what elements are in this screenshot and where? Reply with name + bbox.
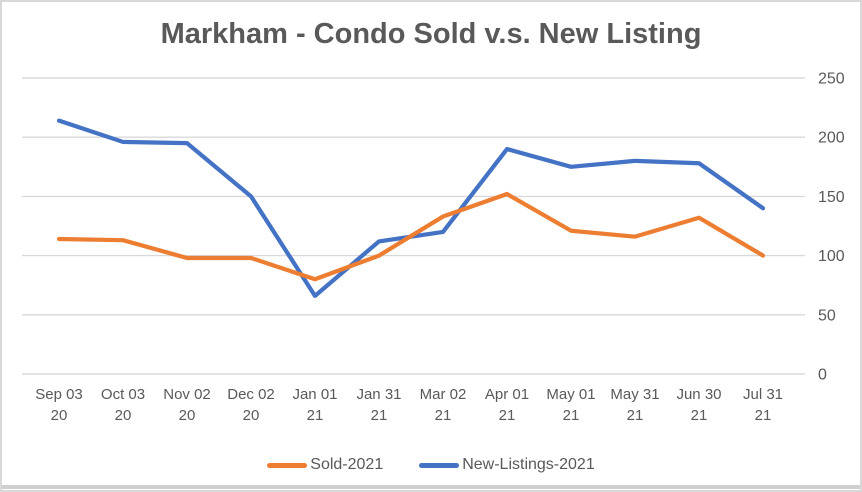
chart-frame-bottom-edge — [2, 485, 860, 489]
x-axis-tick-label-year: 20 — [243, 407, 260, 424]
y-axis-tick-label: 50 — [818, 307, 836, 324]
legend-item-new-listings: New-Listings-2021 — [419, 456, 595, 474]
new-listings-series-swatch-icon — [419, 462, 460, 468]
sold-series-swatch-icon — [267, 462, 308, 468]
x-axis-tick-label-year: 20 — [179, 407, 196, 424]
x-axis-tick-label: Nov 02 — [163, 386, 211, 403]
x-axis-tick-label-year: 20 — [51, 407, 68, 424]
y-axis-tick-label: 0 — [818, 367, 827, 384]
x-axis-tick-label: May 01 — [546, 386, 595, 403]
x-axis-tick-label: Apr 01 — [485, 386, 529, 403]
x-axis-tick-label: Jun 30 — [676, 386, 721, 403]
x-axis-tick-label: Mar 02 — [420, 386, 467, 403]
x-axis-tick-label: Sep 03 — [35, 386, 83, 403]
legend-item-sold: Sold-2021 — [267, 456, 383, 474]
x-axis-tick-label-year: 21 — [307, 407, 324, 424]
x-axis-tick-label-year: 21 — [755, 407, 772, 424]
legend-label-new-listings: New-Listings-2021 — [462, 456, 595, 473]
x-axis-tick-label-year: 20 — [115, 407, 132, 424]
series-line-new-listings-2021 — [56, 118, 766, 298]
y-axis-tick-label: 150 — [818, 189, 845, 206]
chart-title: Markham - Condo Sold v.s. New Listing — [160, 18, 702, 50]
y-axis-tick-label: 100 — [818, 248, 845, 265]
x-axis-tick-label-year: 21 — [627, 407, 644, 424]
y-axis-tick-label: 200 — [818, 130, 845, 147]
x-axis-tick-label: Jan 31 — [356, 386, 401, 403]
series-line-sold-2021 — [56, 191, 766, 282]
x-axis-tick-label: Oct 03 — [101, 386, 145, 403]
x-axis-tick-label-year: 21 — [371, 407, 388, 424]
x-axis-tick-label-year: 21 — [435, 407, 452, 424]
x-axis-tick-label: May 31 — [610, 386, 659, 403]
x-axis-tick-label: Jan 01 — [292, 386, 337, 403]
x-axis-tick-label-year: 21 — [691, 407, 708, 424]
x-axis-tick-label: Dec 02 — [227, 386, 275, 403]
x-axis-tick-label-year: 21 — [563, 407, 580, 424]
y-axis-tick-label: 250 — [818, 71, 845, 88]
x-axis-tick-label: Jul 31 — [743, 386, 783, 403]
chart-legend: Sold-2021 New-Listings-2021 — [2, 452, 860, 478]
x-axis-tick-label-year: 21 — [499, 407, 516, 424]
legend-label-sold: Sold-2021 — [310, 456, 384, 473]
